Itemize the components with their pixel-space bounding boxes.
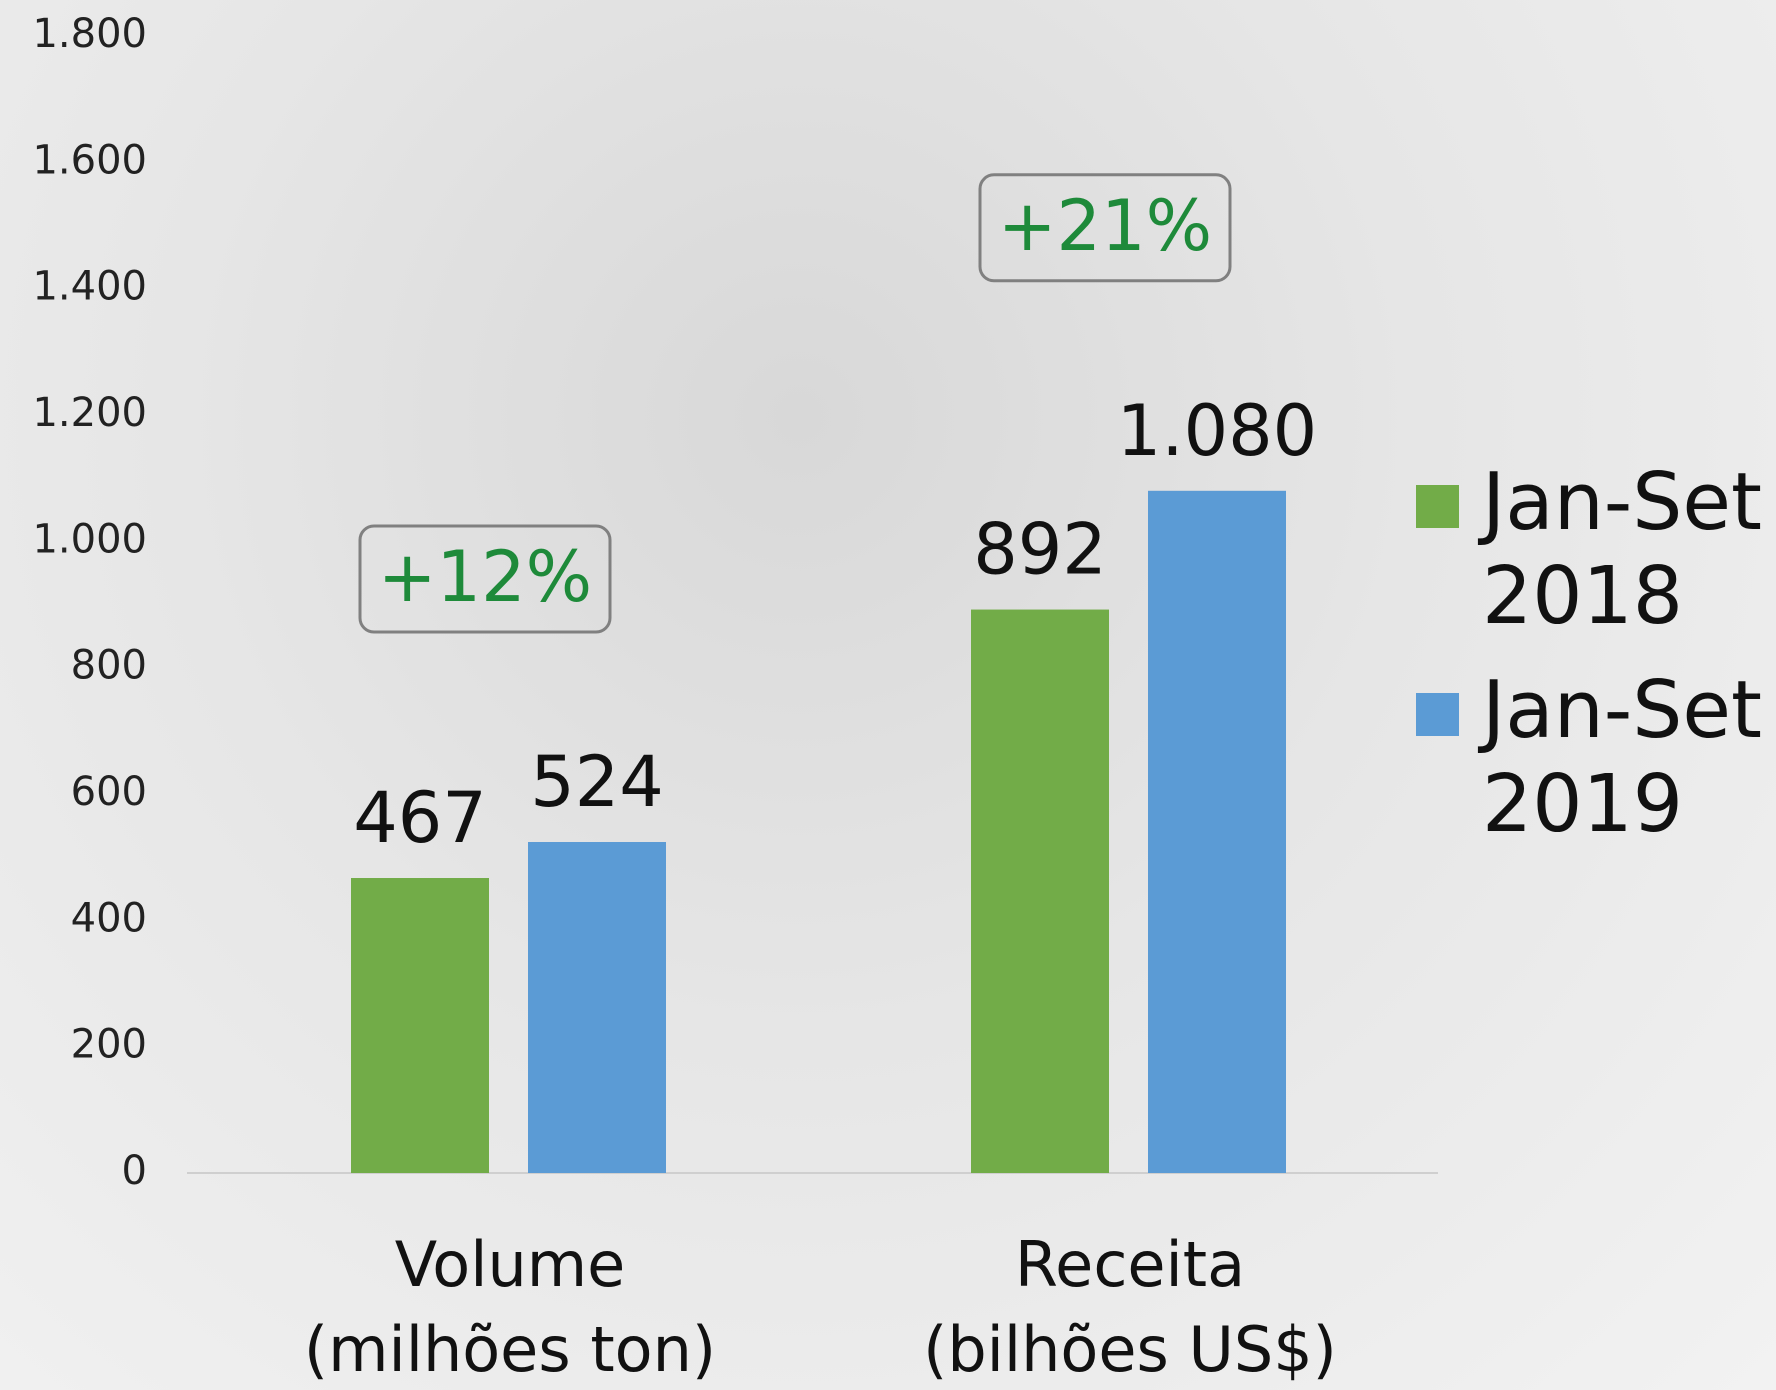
y-tick-label: 1.000: [32, 516, 147, 562]
value-label: 467: [353, 777, 487, 859]
legend-label: Jan-Set 2019: [1482, 664, 1763, 850]
bar: [971, 609, 1109, 1173]
y-tick-label: 1.400: [32, 264, 147, 310]
y-tick-label: 800: [71, 643, 147, 689]
x-tick-label: (bilhões US$): [923, 1313, 1337, 1386]
value-label: 524: [530, 741, 664, 823]
legend-swatch: [1416, 485, 1459, 528]
bar: [1148, 490, 1286, 1173]
y-tick-label: 1.800: [32, 11, 147, 57]
legend-label: Jan-Set 2018: [1482, 456, 1763, 642]
annotation: +12%: [378, 536, 592, 618]
y-tick-label: 600: [71, 769, 147, 815]
x-tick-label: Receita: [1015, 1228, 1245, 1301]
value-label: 892: [973, 509, 1107, 591]
legend-swatch: [1416, 693, 1459, 736]
y-tick-label: 200: [71, 1022, 147, 1068]
y-tick-label: 400: [71, 895, 147, 941]
value-label: 1.080: [1117, 390, 1317, 472]
y-tick-label: 0: [122, 1148, 147, 1194]
x-tick-label: (milhões ton): [304, 1313, 716, 1386]
y-tick-label: 1.200: [32, 390, 147, 436]
bar: [351, 878, 489, 1173]
annotation-box: [358, 524, 612, 634]
x-tick-label: Volume: [395, 1228, 626, 1301]
y-tick-label: 1.600: [32, 137, 147, 183]
annotation: +21%: [998, 185, 1212, 267]
annotation-box: [978, 173, 1232, 283]
bar: [528, 842, 666, 1173]
